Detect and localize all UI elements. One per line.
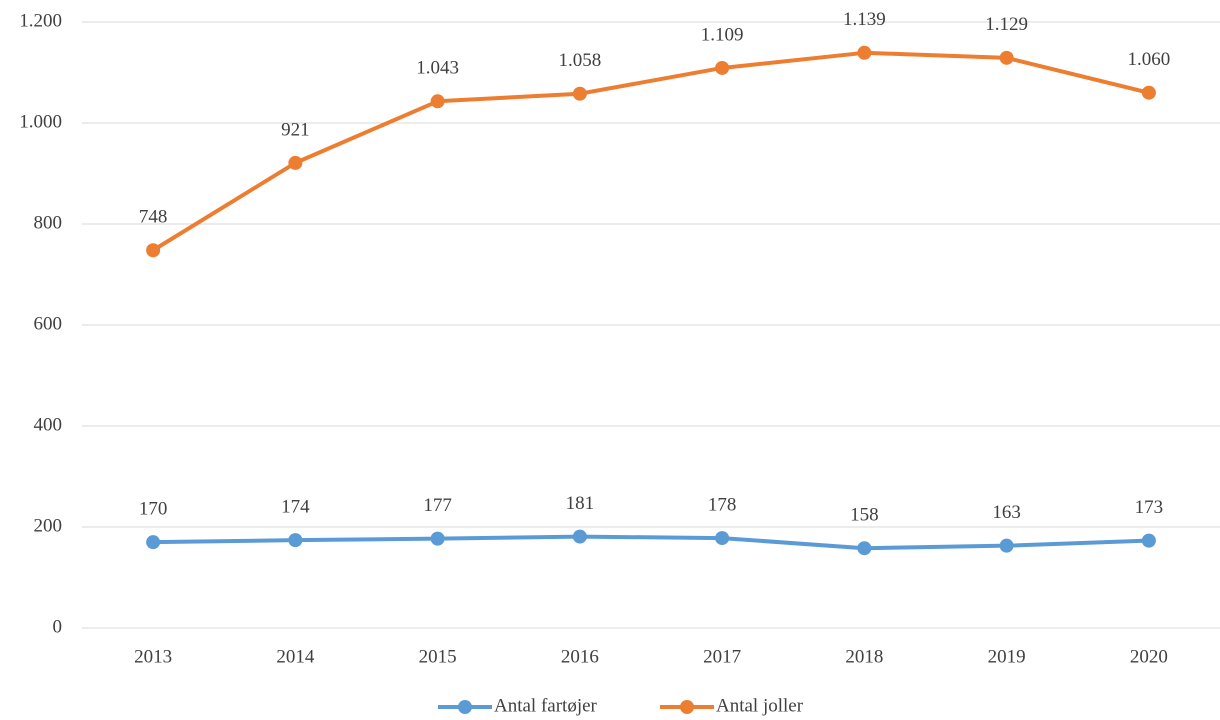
data-label: 158 (850, 505, 879, 526)
data-label: 1.129 (985, 14, 1028, 35)
data-label: 178 (708, 494, 737, 515)
marker (146, 535, 161, 550)
legend-marker (458, 700, 472, 714)
x-tick-label: 2017 (703, 646, 741, 667)
legend-label: Antal joller (716, 695, 804, 716)
x-tick-label: 2015 (419, 646, 457, 667)
data-label: 173 (1135, 497, 1164, 518)
data-label: 170 (139, 499, 168, 520)
y-tick-label: 200 (34, 515, 63, 536)
y-tick-label: 600 (34, 313, 63, 334)
x-tick-label: 2020 (1130, 646, 1168, 667)
marker (288, 533, 303, 548)
x-tick-label: 2013 (134, 646, 172, 667)
marker (288, 155, 303, 170)
y-tick-label: 800 (34, 212, 63, 233)
marker (572, 86, 587, 101)
data-label: 1.109 (701, 24, 744, 45)
data-label: 1.139 (843, 9, 886, 30)
x-tick-label: 2016 (561, 646, 599, 667)
marker (857, 45, 872, 60)
data-label: 748 (139, 207, 168, 228)
legend-label: Antal fartøjer (494, 695, 598, 716)
marker (572, 529, 587, 544)
marker (715, 531, 730, 546)
marker (715, 60, 730, 75)
data-label: 1.043 (416, 58, 459, 79)
data-label: 921 (281, 119, 310, 140)
y-tick-label: 1.200 (19, 10, 62, 31)
data-label: 1.058 (559, 50, 602, 71)
marker (430, 94, 445, 109)
legend-marker (680, 700, 694, 714)
marker (1141, 85, 1156, 100)
x-tick-label: 2019 (988, 646, 1026, 667)
marker (146, 243, 161, 258)
marker (999, 50, 1014, 65)
data-label: 174 (281, 496, 310, 517)
data-label: 181 (566, 493, 595, 514)
y-tick-label: 1.000 (19, 111, 62, 132)
data-label: 177 (423, 495, 452, 516)
x-tick-label: 2014 (276, 646, 315, 667)
series-line (153, 534, 1149, 551)
data-label: 1.060 (1128, 49, 1171, 70)
data-label: 163 (992, 502, 1021, 523)
series-line (152, 50, 1150, 252)
marker (1141, 533, 1156, 548)
y-tick-label: 400 (34, 414, 63, 435)
y-tick-label: 0 (53, 616, 63, 637)
marker (999, 538, 1014, 553)
marker (430, 531, 445, 546)
x-tick-label: 2018 (845, 646, 883, 667)
marker (857, 541, 872, 556)
